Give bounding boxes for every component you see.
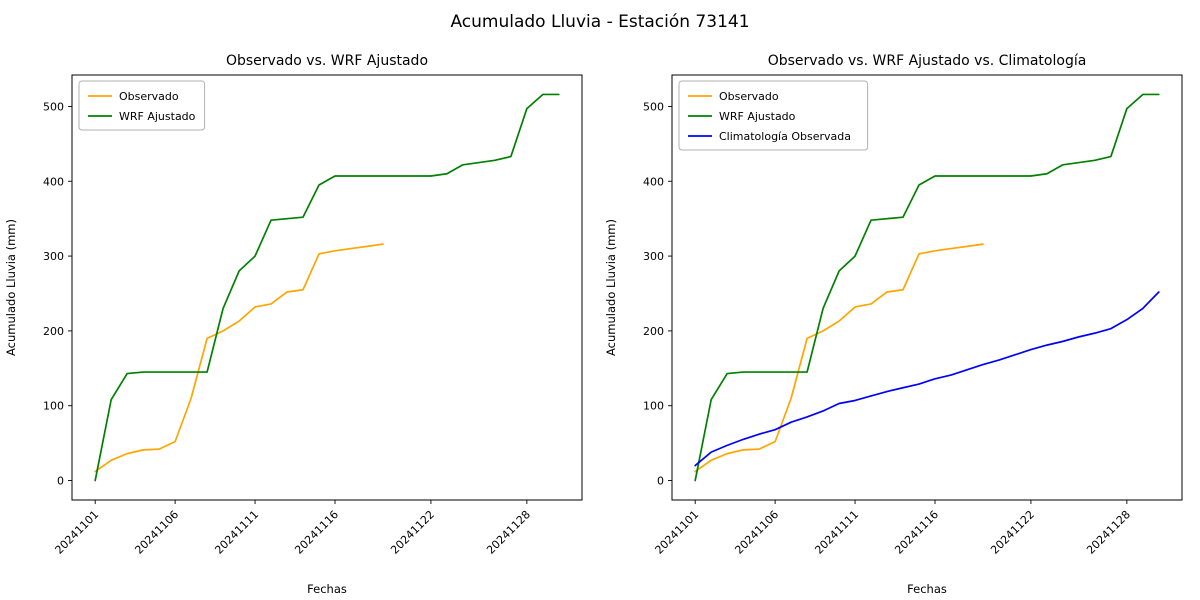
- legend-box: [78, 80, 206, 131]
- y-tick-label: 200: [43, 325, 64, 338]
- y-tick-label: 100: [43, 400, 64, 413]
- axes-frame: [71, 74, 583, 501]
- series-line-wrf-ajustado: [94, 93, 560, 482]
- series-line-observado: [94, 243, 384, 473]
- x-axis-label: Fechas: [907, 582, 947, 596]
- chart-svg: Observado vs. WRF Ajustado 0 100 200 300 400 5…: [4, 53, 583, 596]
- legend-label-observado: Observado: [719, 90, 779, 103]
- y-axis-label: Acumulado Lluvia (mm): [4, 219, 18, 356]
- legend: Observado WRF Ajustado Climatología Observ…: [678, 80, 869, 151]
- x-tick-label: 20241128: [484, 508, 533, 557]
- x-tick-label: 20241101: [653, 508, 702, 557]
- legend-label-wrf-ajustado: WRF Ajustado: [719, 110, 796, 123]
- y-tick-label: 100: [643, 400, 664, 413]
- y-tick-label: 400: [43, 175, 64, 188]
- chart-observado-vs-wrf-vs-climatologia: Observado vs. WRF Ajustado vs. Climatolo…: [600, 45, 1200, 600]
- y-tick-label: 0: [657, 475, 664, 488]
- y-tick-label: 0: [57, 475, 64, 488]
- x-tick-label: 20241106: [132, 508, 181, 557]
- legend-label-climatologia-observada: Climatología Observada: [719, 130, 851, 143]
- x-tick-label: 20241128: [1084, 508, 1133, 557]
- x-tick-label: 20241116: [892, 508, 941, 557]
- figure-title: Acumulado Lluvia - Estación 73141: [450, 12, 750, 32]
- x-tick-label: 20241111: [212, 508, 261, 557]
- charts-row: Observado vs. WRF Ajustado 0 100 200 300 400 5…: [0, 45, 1200, 600]
- y-tick-label: 200: [643, 325, 664, 338]
- x-tick-label: 20241101: [53, 508, 102, 557]
- legend-label-wrf-ajustado: WRF Ajustado: [119, 110, 196, 123]
- legend-box: [678, 80, 869, 151]
- x-tick-label: 20241122: [988, 508, 1037, 557]
- x-tick-label: 20241106: [732, 508, 781, 557]
- series-line-observado: [694, 243, 984, 473]
- y-tick-label: 500: [43, 100, 64, 113]
- axes-frame: [671, 74, 1183, 501]
- series-line-wrf-ajustado: [694, 93, 1160, 482]
- x-axis-label: Fechas: [307, 582, 347, 596]
- chart-observado-vs-wrf: Observado vs. WRF Ajustado 0 100 200 300 400 5…: [0, 45, 600, 600]
- y-tick-label: 400: [643, 175, 664, 188]
- subplot-title: Observado vs. WRF Ajustado vs. Climatolo…: [768, 53, 1087, 69]
- legend-label-observado: Observado: [119, 90, 179, 103]
- series-line-climatologia-observada: [694, 291, 1160, 467]
- x-tick-label: 20241116: [292, 508, 341, 557]
- x-tick-label: 20241111: [812, 508, 861, 557]
- y-tick-label: 300: [643, 250, 664, 263]
- x-tick-label: 20241122: [388, 508, 437, 557]
- legend: Observado WRF Ajustado: [78, 80, 206, 131]
- y-tick-label: 300: [43, 250, 64, 263]
- subplot-title: Observado vs. WRF Ajustado: [226, 53, 428, 69]
- y-tick-label: 500: [643, 100, 664, 113]
- chart-svg: Observado vs. WRF Ajustado vs. Climatolo…: [604, 53, 1183, 596]
- y-axis-label: Acumulado Lluvia (mm): [604, 219, 618, 356]
